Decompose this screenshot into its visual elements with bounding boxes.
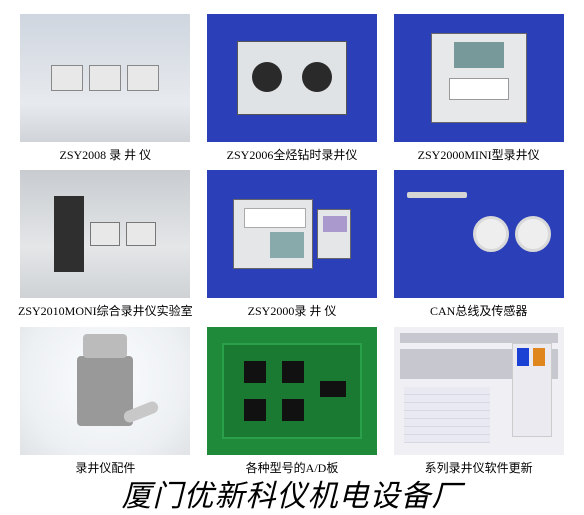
product-thumb [20,327,190,455]
product-thumb [20,14,190,142]
product-thumb [207,170,377,298]
product-label: CAN总线及传感器 [430,304,527,318]
product-thumb [394,14,564,142]
product-grid: ZSY2008 录 井 仪 ZSY2006全烃钻时录井仪 ZSY2000MINI… [0,0,584,479]
product-thumb [20,170,190,298]
product-label: ZSY2000MINI型录井仪 [418,148,540,162]
product-cell: ZSY2008 录 井 仪 [18,14,193,162]
product-thumb [207,14,377,142]
footer-company-name: 厦门优新科仪机电设备厂 [0,471,584,515]
product-cell: ZSY2006全烃钻时录井仪 [205,14,380,162]
product-thumb [394,327,564,455]
product-cell: ZSY2000录 井 仪 [205,170,380,318]
product-label: ZSY2010MONI综合录井仪实验室 [18,304,193,318]
product-cell: 系列录井仪软件更新 [391,327,566,475]
product-cell: ZSY2000MINI型录井仪 [391,14,566,162]
product-thumb [207,327,377,455]
product-cell: CAN总线及传感器 [391,170,566,318]
product-thumb [394,170,564,298]
product-label: ZSY2008 录 井 仪 [59,148,151,162]
product-cell: 录井仪配件 [18,327,193,475]
product-cell: ZSY2010MONI综合录井仪实验室 [18,170,193,318]
product-label: ZSY2006全烃钻时录井仪 [227,148,358,162]
product-cell: 各种型号的A/D板 [205,327,380,475]
product-label: ZSY2000录 井 仪 [248,304,337,318]
